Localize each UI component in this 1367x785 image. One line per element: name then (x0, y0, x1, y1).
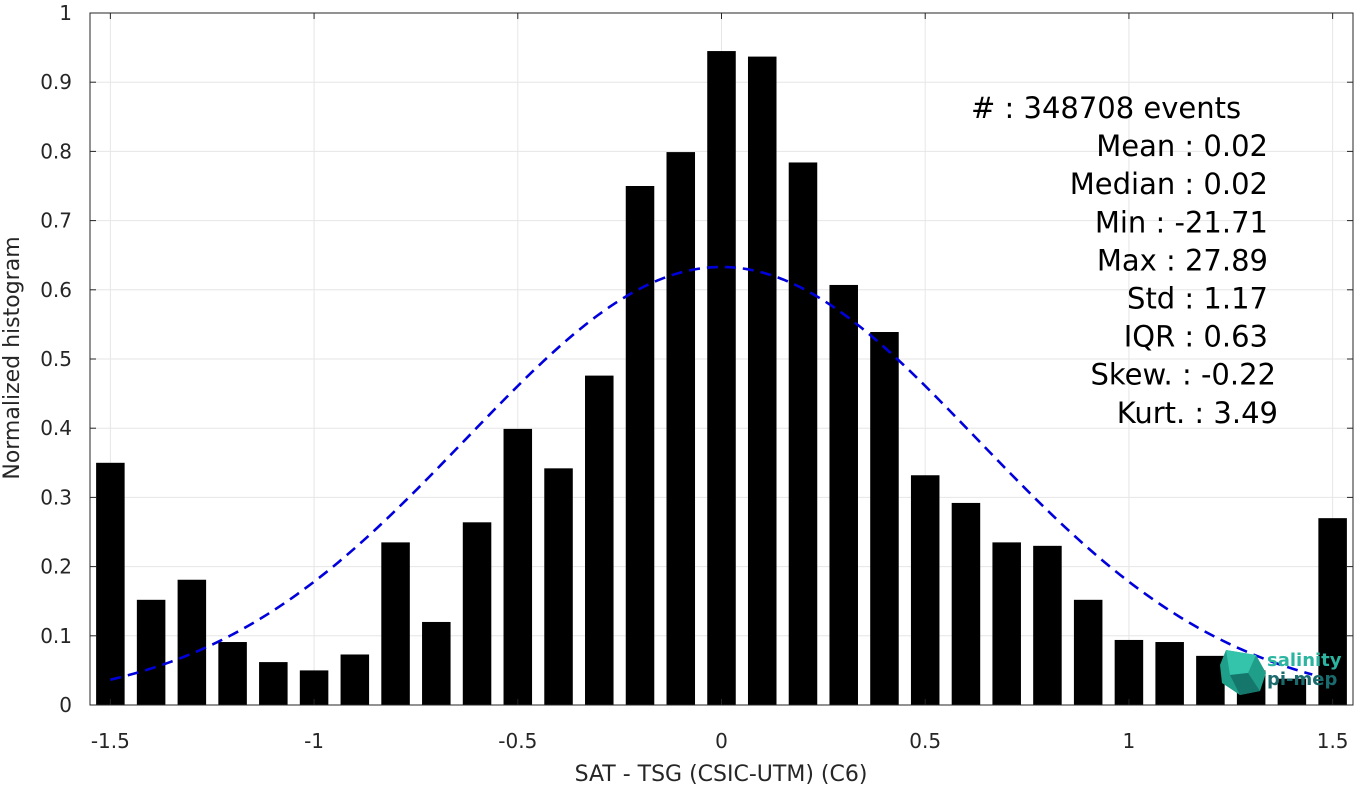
logo-text-salinity: salinity (1267, 650, 1342, 671)
y-tick-label: 0.9 (40, 70, 72, 94)
logo-facet-dark-icon (1230, 673, 1260, 695)
x-tick-label: 1.5 (1317, 729, 1349, 753)
histogram-bar (625, 186, 655, 705)
logo-facet-icon (1226, 650, 1256, 675)
y-tick-label: 0.6 (40, 278, 72, 302)
histogram-bar (422, 621, 451, 705)
y-tick-label: 0.4 (40, 416, 72, 440)
histogram-bar (1196, 655, 1225, 705)
stat-line: Std : 1.17 (1127, 282, 1268, 316)
y-axis-label: Normalized histogram (0, 236, 25, 479)
histogram-bar (1033, 545, 1062, 705)
y-tick-label: 0 (59, 693, 72, 717)
x-tick-label: 0.5 (909, 729, 941, 753)
salinity-pi-mep-logo: salinity pi-mep (1220, 650, 1342, 695)
x-axis-label: SAT - TSG (CSIC-UTM) (C6) (575, 762, 868, 785)
y-tick-label: 0.7 (40, 209, 72, 233)
histogram-bar (788, 162, 818, 706)
histogram-bar (910, 475, 940, 705)
histogram-bar (1155, 642, 1184, 705)
x-axis-ticks: -1.5 -1 -0.5 0 0.5 1 1.5 (91, 13, 1349, 753)
histogram-bar (666, 152, 696, 706)
x-tick-label: -1.5 (91, 729, 130, 753)
histogram-bar (462, 522, 492, 705)
stat-line: # : 348708 events (971, 91, 1241, 125)
y-tick-label: 1 (59, 1, 72, 25)
stat-line: Mean : 0.02 (1096, 129, 1268, 163)
y-tick-label: 0.1 (40, 624, 72, 648)
histogram-bar (951, 502, 981, 705)
bars (96, 51, 1347, 706)
histogram-bar (707, 51, 736, 706)
histogram-bar (136, 599, 166, 705)
histogram-bar (218, 642, 247, 705)
x-tick-label: 0 (715, 729, 728, 753)
x-tick-label: -0.5 (498, 729, 537, 753)
histogram-bar (177, 579, 207, 705)
histogram-bar (1318, 518, 1347, 705)
histogram-bar (96, 462, 125, 705)
y-axis-ticks: 0 0.1 0.2 0.3 0.4 0.5 0.6 0.7 0.8 0.9 1 (40, 1, 1353, 717)
x-tick-label: -1 (304, 729, 324, 753)
statistics-box: # : 348708 events Mean : 0.02 Median : 0.0… (971, 91, 1278, 430)
histogram-bar (585, 375, 614, 705)
histogram-bar (544, 468, 573, 705)
y-tick-label: 0.5 (40, 347, 72, 371)
histogram-bar (1277, 678, 1307, 705)
histogram-bar (259, 662, 288, 705)
histogram-bar (1073, 599, 1103, 705)
histogram-bar (503, 428, 533, 705)
logo-text-pi-mep: pi-mep (1267, 669, 1337, 690)
stat-line: Skew. : -0.22 (1090, 358, 1276, 392)
stat-line: Max : 27.89 (1097, 243, 1268, 277)
gaussian-fit-curve (110, 265, 1313, 681)
y-tick-label: 0.8 (40, 139, 72, 163)
histogram-bar (870, 332, 899, 705)
stat-line: Median : 0.02 (1070, 167, 1268, 201)
stat-line: Min : -21.71 (1095, 205, 1268, 239)
x-tick-label: 1 (1123, 729, 1136, 753)
histogram-bar (381, 542, 410, 705)
y-tick-label: 0.2 (40, 555, 72, 579)
y-tick-label: 0.3 (40, 485, 72, 509)
stat-line: IQR : 0.63 (1124, 320, 1268, 354)
histogram-bar (1114, 639, 1144, 705)
histogram-bar (829, 284, 858, 705)
histogram-bar (992, 542, 1021, 705)
histogram-bar (747, 56, 777, 705)
stat-line: Kurt. : 3.49 (1117, 396, 1278, 430)
histogram-bar (340, 654, 370, 705)
